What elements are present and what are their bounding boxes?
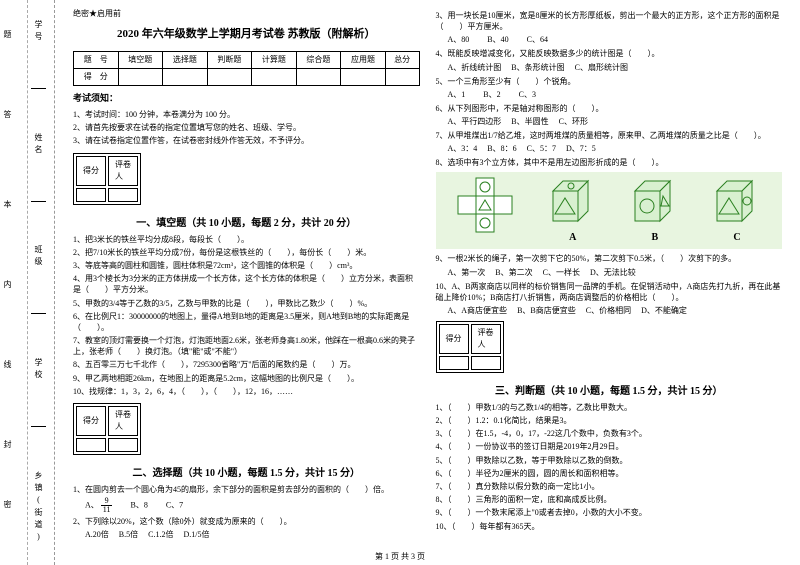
question: 10、找规律：1，3，2，6，4，（ ），（ ），12，16，……	[73, 386, 420, 397]
margin-label: 姓名	[33, 133, 44, 157]
seal-label: 答	[2, 110, 13, 118]
left-column: 绝密★启用前 2020 年六年级数学上学期月考试卷 苏教版（附解析） 题 号 填…	[65, 8, 428, 557]
seal-label: 封	[2, 440, 13, 448]
score-table: 题 号 填空题 选择题 判断题 计算题 综合题 应用题 总分 得 分	[73, 51, 420, 86]
eval-label: 得分	[439, 324, 469, 354]
cube-images: A B	[436, 172, 783, 249]
seal-label: 密	[2, 500, 13, 508]
question: 6、从下列图形中，不是轴对称图形的（ ）。	[436, 103, 783, 114]
question: 7、教室的顶灯需要换一个灯泡，灯泡距地面2.6米，张老师身高1.80米，他踩在一…	[73, 335, 420, 357]
score-row: 得 分	[74, 68, 119, 85]
question: 8、五百零三万七千北作（ ），7295300省略"万"后面的尾数约是（ ）万。	[73, 359, 420, 370]
question: 8、选项中有3个立方体，其中不是用左边图形折成的是（ ）。	[436, 157, 783, 168]
question: 10、（ ）每年都有365天。	[436, 521, 783, 532]
margin-label: 学号	[33, 20, 44, 44]
fraction: 911	[101, 497, 113, 514]
margin-label: 乡镇(街道)	[33, 471, 44, 545]
eval-label: 得分	[76, 156, 106, 186]
eval-label: 评卷人	[108, 156, 138, 186]
options: A、A商店便宜些 B、B商店便宜些 C、价格相同 D、不能确定	[448, 305, 783, 317]
section2-title: 二、选择题（共 10 小题，每题 1.5 分，共计 15 分）	[73, 466, 420, 481]
right-column: 3、用一块长是10厘米，宽是8厘米的长方形厚纸板，剪出一个最大的正方形，这个正方…	[428, 8, 791, 557]
score-col: 填空题	[118, 51, 163, 68]
eval-label: 评卷人	[108, 406, 138, 436]
options: A.20倍 B.5倍 C.1.2倍 D.1/5倍	[85, 529, 420, 541]
score-col: 题 号	[74, 51, 119, 68]
options: A、1 B、2 C、3	[448, 89, 783, 101]
question: 3、等底等高的圆柱和圆锥，圆柱体积是72cm³，这个圆锥的体积是（ ）cm³。	[73, 260, 420, 271]
question: 4、用3个棱长为3分米的正方体拼成一个长方体，这个长方体的体积是（ ）立方分米，…	[73, 273, 420, 295]
score-col: 计算题	[252, 51, 297, 68]
question: 9、（ ）一个数末尾添上"0或者去掉0，小数的大小不变。	[436, 507, 783, 518]
score-col: 应用题	[341, 51, 386, 68]
question: 5、一个三角形至少有（ ）个锐角。	[436, 76, 783, 87]
score-col: 综合题	[296, 51, 341, 68]
seal-label: 题	[2, 30, 13, 38]
eval-label: 得分	[76, 406, 106, 436]
seal-label: 内	[2, 280, 13, 288]
margin-labels: 学号 姓名 班级 学校 乡镇(街道)	[31, 0, 46, 565]
eval-box: 得分评卷人	[73, 153, 141, 205]
score-col: 选择题	[163, 51, 208, 68]
img-label-A: A	[543, 230, 603, 245]
cube-A: A	[543, 176, 603, 245]
cube-net	[451, 176, 521, 245]
question: 7、从甲堆煤出1/7给乙堆，这时两堆煤的质量相等，原来甲、乙两堆煤的质量之比是（…	[436, 130, 783, 141]
options: A、折线统计图 B、条形统计图 C、扇形统计图	[448, 62, 783, 74]
img-label-B: B	[625, 230, 685, 245]
cube-B: B	[625, 176, 685, 245]
margin-label: 学校	[33, 358, 44, 382]
question: 1、把3米长的铁丝平均分成8段，每段长（ ）。	[73, 234, 420, 245]
question: 2、把7/10米长的铁丝平均分成7份，每份是这根铁丝的（ ），每份长（ ）米。	[73, 247, 420, 258]
question: 9、甲乙两地相距26km，在地图上的距离是5.2cm，这幅地图的比例尺是（ ）。	[73, 373, 420, 384]
question: 2、下列除以20%，这个数（除0外）就变成为原来的（ ）。	[73, 516, 420, 527]
question: 5、（ ）甲数除以乙数，等于甲数除以乙数的倒数。	[436, 455, 783, 466]
question: 6、（ ）半径为2厘米的圆，圆的周长和面积相等。	[436, 468, 783, 479]
seal-label: 本	[2, 200, 13, 208]
options: A、 911 B、8 C、7	[85, 497, 420, 514]
notice-item: 1、考试时间：100 分钟，本卷满分为 100 分。	[73, 109, 420, 120]
question: 10、A、B两家商店以同样的标价销售同一品牌的手机。在促销活动中，A商店先打九折…	[436, 281, 783, 303]
eval-label: 评卷人	[471, 324, 501, 354]
question: 9、一根2米长的绳子，第一次剪下它的50%，第二次剪下0.5米，（ ）次剪下的多…	[436, 253, 783, 264]
content-area: 绝密★启用前 2020 年六年级数学上学期月考试卷 苏教版（附解析） 题 号 填…	[55, 0, 800, 565]
options: A、第一次 B、第二次 C、一样长 D、无法比较	[448, 267, 783, 279]
margin-label: 班级	[33, 245, 44, 269]
score-col: 总分	[385, 51, 419, 68]
question: 8、（ ）三角形的面积一定，底和高成反比例。	[436, 494, 783, 505]
cube-C: C	[707, 176, 767, 245]
eval-box: 得分评卷人	[73, 403, 141, 455]
options: A、平行四边形 B、半圆性 C、环形	[448, 116, 783, 128]
notice-item: 3、请在试卷指定位置作答，在试卷密封线外作答无效，不予评分。	[73, 135, 420, 146]
page-footer: 第 1 页 共 3 页	[0, 551, 800, 562]
eval-box: 得分评卷人	[436, 321, 504, 373]
notice-item: 2、请首先按要求在试卷的指定位置填写您的姓名、班级、学号。	[73, 122, 420, 133]
question: 3、用一块长是10厘米，宽是8厘米的长方形厚纸板，剪出一个最大的正方形，这个正方…	[436, 10, 783, 32]
question: 6、在比例尺1：30000000的地图上，量得A地到B地的距离是3.5厘米，则A…	[73, 311, 420, 333]
score-col: 判断题	[207, 51, 252, 68]
binding-margin: 学号 姓名 班级 学校 乡镇(街道) 题 答 本 内 线 封 密	[0, 0, 55, 565]
section3-title: 三、判断题（共 10 小题，每题 1.5 分，共计 15 分）	[436, 384, 783, 399]
question: 3、（ ）在1.5，-4，0，17，-22这几个数中，负数有3个。	[436, 428, 783, 439]
question: 5、甲数的3/4等于乙数的3/5，乙数与甲数的比是（ ），甲数比乙数少（ ）%。	[73, 298, 420, 309]
question: 7、（ ）真分数除以假分数的商一定比1小。	[436, 481, 783, 492]
dotted-line	[27, 0, 28, 565]
options: A、3：4 B、8：6 C、5：7 D、7：5	[448, 143, 783, 155]
options: A、80 B、40 C、64	[448, 34, 783, 46]
question: 1、在圆内剪去一个圆心角为45的扇形，余下部分的面积是剪去部分的面积的（ ）倍。	[73, 484, 420, 495]
img-label-C: C	[707, 230, 767, 245]
exam-title: 2020 年六年级数学上学期月考试卷 苏教版（附解析）	[73, 26, 420, 43]
seal-label: 线	[2, 360, 13, 368]
question: 1、（ ）甲数1/3的与乙数1/4的相等，乙数比甲数大。	[436, 402, 783, 413]
question: 4、（ ）一份协议书的签订日期是2019年2月29日。	[436, 441, 783, 452]
notice-head: 考试须知：	[73, 92, 420, 106]
question: 4、既能反映增减变化，又能反映数据多少的统计图是（ ）。	[436, 48, 783, 59]
question: 2、（ ）1.2：0.1化简比，结果是3。	[436, 415, 783, 426]
section1-title: 一、填空题（共 10 小题，每题 2 分，共计 20 分）	[73, 216, 420, 231]
confidential-note: 绝密★启用前	[73, 8, 420, 20]
